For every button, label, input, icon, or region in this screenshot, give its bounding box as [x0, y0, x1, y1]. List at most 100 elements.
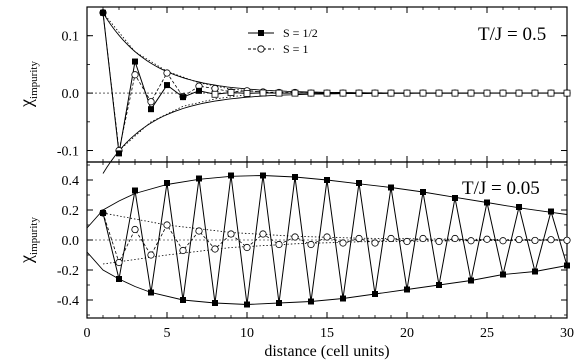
- point-s-one: [211, 245, 219, 253]
- x-tick-label: 0: [84, 326, 91, 341]
- point-s-half: [452, 195, 458, 201]
- point-s-half: [388, 184, 394, 191]
- point-s-half: [260, 172, 266, 179]
- y-tick-label: 0.0: [62, 234, 80, 249]
- point-s-half: [292, 174, 298, 180]
- point-s-half: [276, 300, 282, 306]
- envelope-upper: [86, 175, 568, 229]
- point-s-half-small: [435, 89, 443, 97]
- s1-envelope-upper: [102, 12, 264, 93]
- point-s-half: [132, 58, 138, 65]
- bottom-envelope-curves: [86, 175, 568, 305]
- point-s-one: [515, 235, 523, 244]
- bottom-ylabel: χimpurity: [16, 217, 40, 264]
- point-s-half: [404, 286, 410, 293]
- x-tick-label: 25: [480, 326, 494, 341]
- point-s-half-small: [403, 89, 411, 97]
- point-s-one: [179, 246, 187, 255]
- point-s-one: [147, 251, 155, 259]
- point-s-one: [563, 236, 571, 244]
- point-s-half-small: [547, 89, 555, 97]
- point-s-one: [147, 98, 155, 106]
- point-s-one: [419, 234, 427, 243]
- point-s-half-small: [563, 89, 571, 97]
- x-tick-label: 20: [400, 326, 414, 341]
- point-s-half: [180, 297, 186, 303]
- y-tick-label: 0.1: [62, 30, 80, 45]
- point-s-one: [163, 69, 171, 77]
- point-s-half-small: [371, 89, 379, 97]
- point-s-one: [435, 237, 443, 246]
- legend-marker-s-one: [257, 45, 265, 53]
- point-s-one: [355, 234, 363, 243]
- point-s-half-small: [291, 89, 299, 97]
- point-s-one: [243, 243, 251, 252]
- point-s-one: [131, 225, 139, 234]
- y-tick-label: 0.0: [62, 87, 80, 102]
- point-s-half: [164, 82, 170, 89]
- x-tick-label: 10: [240, 326, 254, 341]
- top-series: [99, 9, 571, 157]
- point-s-half-small: [451, 89, 459, 97]
- point-s-one: [323, 233, 331, 241]
- point-s-one: [371, 239, 379, 247]
- point-s-half-small: [355, 89, 363, 97]
- point-s-half: [212, 300, 218, 306]
- point-s-one: [259, 230, 267, 238]
- top-axis-ticks: -0.1 0.0 0.1: [57, 6, 568, 162]
- point-s-one: [483, 235, 491, 243]
- point-s-half-small: [467, 89, 475, 97]
- point-s-half: [148, 106, 154, 113]
- point-s-one: [499, 237, 507, 245]
- bottom-series: [99, 172, 571, 308]
- point-s-half: [100, 210, 106, 216]
- point-s-half: [196, 87, 202, 94]
- point-s-half: [356, 180, 362, 186]
- point-s-half-small: [227, 89, 235, 96]
- point-s-half: [324, 177, 330, 183]
- point-s-one: [531, 236, 539, 245]
- point-s-half: [372, 291, 378, 297]
- point-s-one: [339, 239, 347, 247]
- point-s-half: [420, 189, 426, 195]
- point-s-one: [227, 230, 235, 238]
- legend-marker-s-half: [258, 30, 264, 36]
- point-s-half: [564, 262, 570, 269]
- point-s-one: [195, 227, 203, 235]
- point-s-half-small: [307, 89, 315, 97]
- point-s-half-small: [275, 89, 283, 97]
- point-s-half: [148, 289, 154, 296]
- point-s-half: [244, 301, 250, 308]
- point-s-half: [100, 9, 106, 16]
- point-s-half: [116, 276, 122, 282]
- envelope-lower: [86, 251, 568, 305]
- point-s-half: [164, 180, 170, 186]
- point-s-half-small: [259, 89, 267, 97]
- y-tick-label: -0.4: [57, 294, 79, 309]
- y-tick-label: -0.1: [57, 145, 79, 160]
- s1-envelope-upper: [102, 212, 568, 241]
- point-s-half: [180, 94, 186, 101]
- x-tick-label: 5: [164, 326, 171, 341]
- point-s-half: [436, 282, 442, 288]
- point-s-half-small: [387, 89, 395, 97]
- point-s-one: [163, 221, 171, 229]
- point-s-one: [547, 236, 555, 244]
- top-s1-dotted-envelope: [102, 12, 264, 151]
- point-s-half-small: [211, 90, 219, 98]
- legend: S = 1/2 S = 1: [248, 26, 318, 56]
- point-s-half-small: [515, 89, 523, 97]
- point-s-one: [291, 233, 299, 241]
- point-s-half-small: [499, 89, 507, 97]
- x-tick-label: 15: [320, 326, 334, 341]
- bottom-panel: -0.4 -0.2 0.0 0.2 0.4 0 5 10 15 20 25 30 T/J = 0.05…: [16, 161, 574, 360]
- point-s-half: [468, 277, 474, 284]
- point-s-one: [451, 234, 459, 243]
- point-s-half-small: [323, 89, 331, 97]
- point-s-half: [516, 204, 522, 210]
- top-ylabel: χimpurity: [16, 61, 40, 108]
- x-axis-label: distance (cell units): [264, 343, 389, 360]
- point-s-one: [131, 71, 139, 79]
- point-s-one: [115, 258, 123, 267]
